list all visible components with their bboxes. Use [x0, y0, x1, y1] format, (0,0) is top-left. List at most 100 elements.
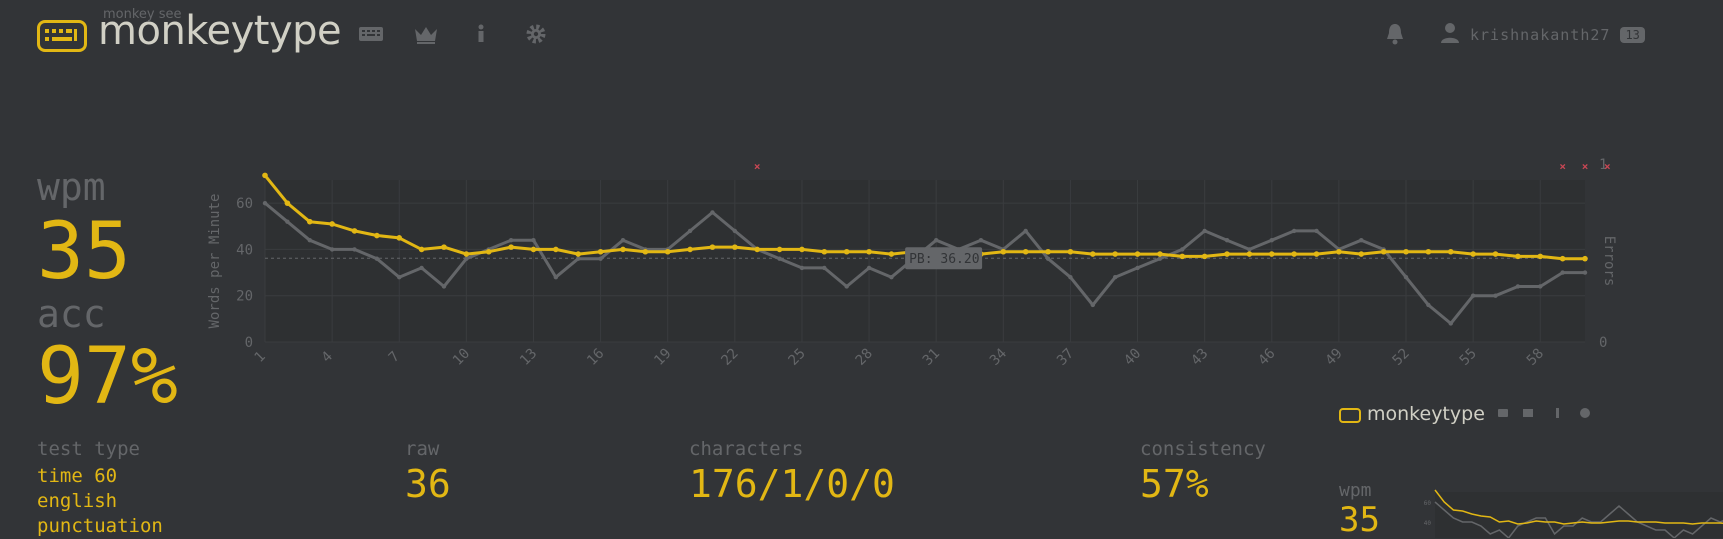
x-tick-label: 22	[718, 346, 741, 369]
raw-point	[1224, 237, 1230, 243]
wpm-point	[709, 244, 716, 250]
preview-crown-icon	[1523, 409, 1533, 417]
raw-point	[1269, 237, 1274, 243]
raw-point	[1426, 302, 1431, 308]
wpm-point	[843, 248, 850, 255]
raw-point	[1291, 228, 1297, 234]
consistency-value: 57%	[1140, 462, 1209, 506]
raw-point	[889, 275, 894, 280]
preview-gear-icon	[1580, 408, 1590, 418]
y2-axis-label: Errors	[1601, 236, 1617, 287]
pb-label: PB: 36.20	[909, 252, 979, 267]
raw-point	[307, 237, 312, 243]
wpm-point	[1045, 248, 1051, 255]
preview-info-icon	[1556, 408, 1559, 418]
raw-point	[508, 237, 514, 243]
raw-point	[1045, 256, 1051, 261]
raw-point	[329, 247, 335, 252]
wpm-point	[664, 248, 671, 255]
raw-point	[598, 256, 603, 261]
wpm-label: wpm	[37, 165, 106, 209]
raw-point	[1157, 256, 1163, 261]
raw-point	[285, 219, 290, 224]
raw-point	[1068, 275, 1073, 280]
y-tick-label: 0	[245, 335, 253, 351]
wpm-point	[1291, 251, 1297, 257]
raw-point	[1023, 228, 1028, 234]
raw-point	[374, 256, 380, 261]
wpm-point	[575, 251, 582, 257]
characters-label: characters	[689, 438, 804, 460]
wpm-point	[1201, 253, 1208, 260]
raw-point	[576, 256, 581, 261]
share-preview: monkeytype wpm 35 40 60	[1335, 400, 1723, 538]
preview-y-tick: 60	[1424, 500, 1432, 507]
x-tick-label: 31	[920, 346, 943, 369]
characters-value: 176/1/0/0	[689, 462, 895, 506]
wpm-point	[553, 246, 559, 253]
wpm-point	[754, 246, 761, 253]
wpm-point	[1492, 251, 1499, 257]
raw-point	[777, 256, 782, 261]
raw-point	[397, 275, 402, 280]
wpm-point	[1537, 253, 1544, 260]
wpm-point	[620, 246, 626, 253]
error-marker: ×	[754, 160, 761, 173]
info-icon[interactable]	[468, 22, 494, 46]
wpm-point	[329, 221, 335, 227]
x-tick-label: 52	[1390, 346, 1413, 369]
test-type-label: test type	[37, 438, 140, 460]
raw-point	[799, 265, 805, 271]
wpm-point	[821, 248, 828, 255]
y2-tick-label: 1	[1599, 157, 1607, 173]
wpm-point	[508, 244, 514, 250]
wpm-point	[597, 248, 604, 255]
raw-point	[352, 247, 357, 252]
raw-point	[978, 237, 984, 243]
x-tick-label: 25	[786, 346, 809, 369]
wpm-point	[642, 248, 649, 255]
y-tick-label: 60	[236, 196, 253, 212]
raw-point	[1582, 270, 1588, 275]
raw-point	[1560, 270, 1565, 275]
wpm-point	[396, 235, 403, 241]
keyboard-icon[interactable]	[358, 22, 384, 46]
raw-point	[1359, 237, 1364, 243]
wpm-point	[351, 228, 358, 234]
account-button[interactable]: krishnakanth27 13	[1440, 22, 1645, 48]
pb-label-box	[905, 247, 983, 270]
wpm-point	[463, 251, 470, 257]
crown-icon[interactable]	[413, 22, 439, 46]
acc-value: 97%	[37, 332, 178, 422]
error-marker: ×	[1559, 160, 1566, 173]
wpm-point	[1179, 253, 1186, 260]
wpm-point	[1268, 251, 1275, 257]
raw-point	[1180, 247, 1185, 252]
raw-point	[933, 237, 939, 243]
wpm-point	[306, 218, 313, 225]
wpm-point	[1134, 251, 1141, 257]
y2-tick-label: 0	[1599, 335, 1607, 351]
brand-name[interactable]: monkeytype	[98, 8, 342, 54]
x-tick-label: 7	[386, 349, 403, 366]
bell-icon[interactable]	[1382, 22, 1408, 46]
preview-logo-icon	[1339, 408, 1361, 423]
x-tick-label: 49	[1322, 346, 1345, 369]
raw-label: raw	[405, 438, 440, 460]
gear-icon[interactable]	[523, 22, 549, 46]
wpm-point	[1022, 248, 1029, 255]
wpm-point	[1246, 251, 1253, 257]
y-axis-label: Words per Minute	[207, 194, 223, 329]
test-type-mode: time 60	[37, 465, 118, 487]
preview-keyboard-icon	[1498, 409, 1508, 417]
error-marker: ×	[1604, 160, 1611, 173]
wpm-value: 35	[37, 207, 131, 297]
wpm-point	[1336, 248, 1342, 255]
logo-icon[interactable]	[37, 20, 87, 52]
raw-point	[441, 284, 447, 289]
preview-plot-area	[1435, 492, 1723, 538]
acc-label: acc	[37, 292, 106, 336]
wpm-point	[441, 244, 447, 250]
raw-value: 36	[405, 462, 451, 506]
